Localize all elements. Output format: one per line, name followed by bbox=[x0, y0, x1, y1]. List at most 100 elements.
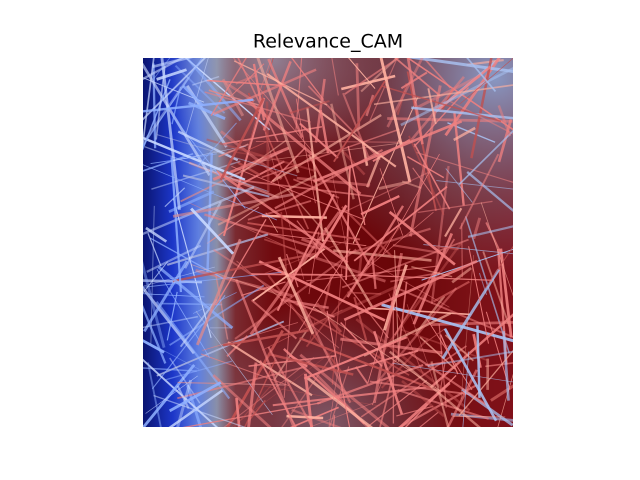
texture-stroke bbox=[259, 360, 297, 427]
texture-stroke bbox=[143, 266, 215, 287]
texture-stroke bbox=[406, 58, 513, 73]
texture-stroke bbox=[453, 126, 476, 142]
texture-stroke bbox=[422, 58, 452, 89]
texture-stroke bbox=[176, 379, 193, 427]
texture-stroke bbox=[144, 146, 269, 193]
texture-stroke bbox=[393, 58, 441, 97]
texture-stroke bbox=[143, 363, 196, 427]
texture-stroke bbox=[213, 68, 317, 115]
texture-stroke bbox=[476, 325, 481, 398]
texture-stroke bbox=[458, 129, 513, 186]
texture-stroke bbox=[143, 339, 165, 354]
texture-stroke bbox=[299, 337, 432, 390]
texture-stroke bbox=[171, 86, 182, 125]
texture-stroke bbox=[341, 206, 394, 259]
texture-stroke bbox=[267, 346, 314, 427]
texture-stroke bbox=[237, 58, 279, 143]
texture-stroke bbox=[396, 82, 408, 116]
texture-stroke bbox=[411, 106, 513, 120]
texture-stroke bbox=[381, 153, 440, 257]
texture-stroke bbox=[408, 135, 445, 216]
texture-stroke bbox=[143, 285, 196, 355]
texture-stroke bbox=[192, 75, 220, 86]
texture-stroke bbox=[206, 138, 317, 173]
texture-stroke bbox=[373, 84, 513, 106]
texture-stroke bbox=[184, 201, 222, 269]
texture-stroke bbox=[452, 415, 506, 418]
texture-stroke bbox=[146, 244, 202, 273]
texture-stroke bbox=[160, 58, 181, 210]
texture-stroke bbox=[204, 91, 311, 123]
texture-stroke bbox=[416, 74, 480, 109]
texture-stroke bbox=[170, 157, 183, 293]
texture-stroke bbox=[340, 337, 443, 355]
texture-stroke bbox=[166, 233, 269, 266]
texture-stroke bbox=[168, 389, 224, 427]
texture-stroke bbox=[411, 266, 453, 278]
texture-stroke bbox=[202, 322, 299, 351]
texture-stroke bbox=[386, 58, 424, 128]
texture-stroke bbox=[206, 152, 213, 273]
texture-stroke bbox=[445, 168, 473, 203]
texture-stroke bbox=[179, 298, 218, 348]
texture-stroke bbox=[467, 225, 513, 238]
texture-stroke bbox=[195, 310, 273, 415]
texture-stroke bbox=[369, 380, 471, 396]
texture-stroke bbox=[223, 329, 309, 347]
texture-stroke bbox=[451, 267, 472, 284]
texture-stroke bbox=[219, 97, 265, 181]
texture-stroke bbox=[413, 143, 451, 210]
texture-stroke bbox=[468, 246, 489, 344]
texture-stroke bbox=[223, 356, 315, 427]
texture-stroke bbox=[246, 99, 362, 196]
texture-stroke bbox=[497, 373, 513, 427]
texture-stroke bbox=[235, 278, 295, 427]
texture-stroke bbox=[412, 167, 433, 195]
texture-stroke bbox=[249, 211, 341, 336]
texture-stroke bbox=[458, 349, 513, 417]
texture-stroke bbox=[396, 405, 434, 417]
texture-stroke bbox=[147, 362, 162, 427]
texture-stroke bbox=[263, 385, 381, 407]
texture-stroke bbox=[367, 307, 471, 316]
texture-stroke bbox=[212, 146, 290, 181]
texture-stroke bbox=[143, 136, 246, 181]
texture-stroke bbox=[371, 255, 377, 289]
texture-stroke bbox=[149, 237, 225, 280]
texture-stroke bbox=[339, 349, 419, 374]
texture-stroke bbox=[277, 256, 315, 335]
texture-stroke bbox=[378, 180, 409, 191]
texture-stroke bbox=[430, 361, 450, 427]
texture-stroke bbox=[424, 328, 446, 344]
texture-stroke bbox=[266, 72, 397, 168]
texture-stroke bbox=[143, 261, 169, 294]
texture-stroke bbox=[295, 98, 316, 204]
texture-stroke bbox=[184, 58, 209, 138]
texture-stroke bbox=[357, 274, 493, 281]
texture-stroke bbox=[255, 140, 407, 143]
texture-stroke bbox=[333, 80, 386, 163]
texture-stroke bbox=[283, 304, 292, 398]
texture-stroke bbox=[330, 103, 355, 200]
texture-stroke bbox=[365, 153, 382, 188]
texture-stroke bbox=[355, 63, 361, 130]
texture-stroke bbox=[417, 200, 493, 214]
texture-stroke bbox=[219, 130, 283, 181]
texture-stroke bbox=[210, 58, 247, 116]
texture-stroke bbox=[393, 238, 456, 336]
texture-stroke bbox=[261, 128, 400, 179]
texture-stroke bbox=[323, 227, 374, 309]
texture-stroke bbox=[143, 358, 219, 427]
texture-stroke bbox=[332, 415, 336, 427]
texture-stroke bbox=[326, 310, 351, 427]
texture-stroke bbox=[145, 375, 198, 414]
texture-stroke bbox=[166, 291, 178, 341]
texture-stroke bbox=[206, 206, 260, 244]
texture-stroke bbox=[502, 331, 510, 401]
texture-stroke bbox=[388, 350, 481, 427]
texture-stroke bbox=[172, 252, 319, 283]
texture-stroke bbox=[233, 58, 315, 154]
texture-stroke bbox=[484, 245, 513, 289]
texture-stroke bbox=[459, 153, 500, 230]
texture-stroke bbox=[196, 238, 242, 346]
